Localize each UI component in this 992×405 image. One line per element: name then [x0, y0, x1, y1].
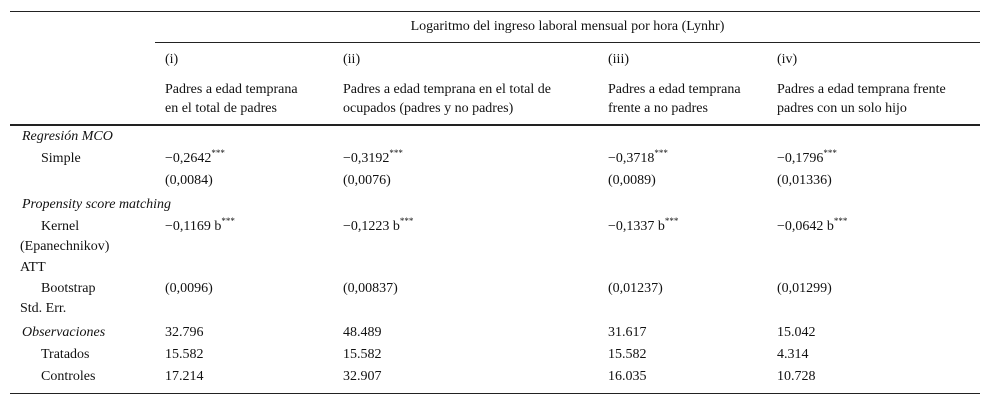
- cell: 10.728: [777, 369, 816, 385]
- cell-value: −0,1169 b: [165, 219, 222, 234]
- cell-value: 17.214: [165, 369, 204, 384]
- cell: (0,01237): [608, 281, 663, 297]
- cell-value: 31.617: [608, 325, 647, 340]
- cell-value: (0,0084): [165, 173, 213, 188]
- cell-value: −0,3192: [343, 151, 390, 166]
- significance-stars: ***: [654, 148, 668, 158]
- cell: −0,1337 b***: [608, 216, 679, 235]
- section-label: Observaciones: [22, 325, 106, 340]
- cell: 31.617: [608, 325, 647, 341]
- cell: (0,0084): [165, 173, 213, 189]
- cell-value: −0,2642: [165, 151, 212, 166]
- cell-value: 15.582: [165, 347, 204, 362]
- cell: −0,3192***: [343, 148, 403, 167]
- significance-stars: ***: [664, 216, 679, 226]
- cell-value: (0,0096): [165, 281, 213, 296]
- row-label: ATT: [20, 260, 46, 275]
- cell-value: 10.728: [777, 369, 816, 384]
- cell-value: 15.582: [608, 347, 647, 362]
- cell: 4.314: [777, 347, 809, 363]
- significance-stars: ***: [221, 216, 235, 226]
- row-label: Controles: [41, 369, 96, 384]
- column-number: (i): [165, 52, 179, 67]
- row-label: Bootstrap: [41, 281, 96, 296]
- cell-value: (0,0089): [608, 173, 656, 188]
- column-number: (iii): [608, 52, 629, 67]
- cell: 15.042: [777, 325, 816, 341]
- header-title: Logaritmo del ingreso laboral mensual po…: [410, 19, 725, 34]
- top-rule: [10, 11, 980, 12]
- cell-value: 32.907: [343, 369, 382, 384]
- cell: −0,1223 b***: [343, 216, 414, 235]
- header-rule: [155, 42, 980, 43]
- column-number: (iv): [777, 52, 798, 67]
- column-description: frente a no padres: [608, 101, 708, 116]
- cell: 32.796: [165, 325, 204, 341]
- cell-value: 16.035: [608, 369, 647, 384]
- cell-value: 15.042: [777, 325, 816, 340]
- cell-value: (0,00837): [343, 281, 398, 296]
- cell: −0,2642***: [165, 148, 225, 167]
- mid-rule: [10, 124, 980, 126]
- cell-value: (0,0076): [343, 173, 391, 188]
- cell-value: −0,1796: [777, 151, 824, 166]
- cell: 15.582: [343, 347, 382, 363]
- cell-value: 15.582: [343, 347, 382, 362]
- column-description: Padres a edad temprana en el total de: [343, 82, 551, 97]
- cell: −0,3718***: [608, 148, 668, 167]
- column-description: Padres a edad temprana: [608, 82, 741, 97]
- significance-stars: ***: [389, 148, 403, 158]
- section-label: Propensity score matching: [22, 197, 172, 212]
- row-label: Tratados: [41, 347, 90, 362]
- cell: 15.582: [608, 347, 647, 363]
- cell-value: −0,0642 b: [777, 219, 834, 234]
- cell-value: (0,01336): [777, 173, 832, 188]
- cell: (0,00837): [343, 281, 398, 297]
- cell-value: 4.314: [777, 347, 809, 362]
- cell: −0,0642 b***: [777, 216, 848, 235]
- cell: 17.214: [165, 369, 204, 385]
- cell-value: (0,01237): [608, 281, 663, 296]
- cell-value: −0,3718: [608, 151, 655, 166]
- significance-stars: ***: [823, 148, 837, 158]
- cell-value: 32.796: [165, 325, 204, 340]
- cell: (0,0096): [165, 281, 213, 297]
- significance-stars: ***: [399, 216, 414, 226]
- significance-stars: ***: [833, 216, 848, 226]
- column-description: padres con un solo hijo: [777, 101, 907, 116]
- cell: −0,1796***: [777, 148, 837, 167]
- cell: (0,01336): [777, 173, 832, 189]
- section-label: Regresión MCO: [22, 129, 113, 144]
- row-label: Kernel: [41, 219, 80, 234]
- column-description: ocupados (padres y no padres): [343, 101, 514, 116]
- cell: (0,0076): [343, 173, 391, 189]
- significance-stars: ***: [211, 148, 225, 158]
- cell-value: −0,1337 b: [608, 219, 665, 234]
- cell: (0,0089): [608, 173, 656, 189]
- cell: 48.489: [343, 325, 382, 341]
- cell: 15.582: [165, 347, 204, 363]
- cell-value: (0,01299): [777, 281, 832, 296]
- row-label-continued: (Epanechnikov): [20, 239, 110, 254]
- column-number: (ii): [343, 52, 361, 67]
- column-description: en el total de padres: [165, 101, 277, 116]
- bottom-rule: [10, 393, 980, 394]
- column-description: Padres a edad temprana: [165, 82, 298, 97]
- row-label: Simple: [41, 151, 81, 166]
- column-description: Padres a edad temprana frente: [777, 82, 946, 97]
- cell: 32.907: [343, 369, 382, 385]
- cell: 16.035: [608, 369, 647, 385]
- cell: −0,1169 b***: [165, 216, 235, 235]
- cell: (0,01299): [777, 281, 832, 297]
- cell-value: −0,1223 b: [343, 219, 400, 234]
- cell-value: 48.489: [343, 325, 382, 340]
- row-label-continued: Std. Err.: [20, 301, 67, 316]
